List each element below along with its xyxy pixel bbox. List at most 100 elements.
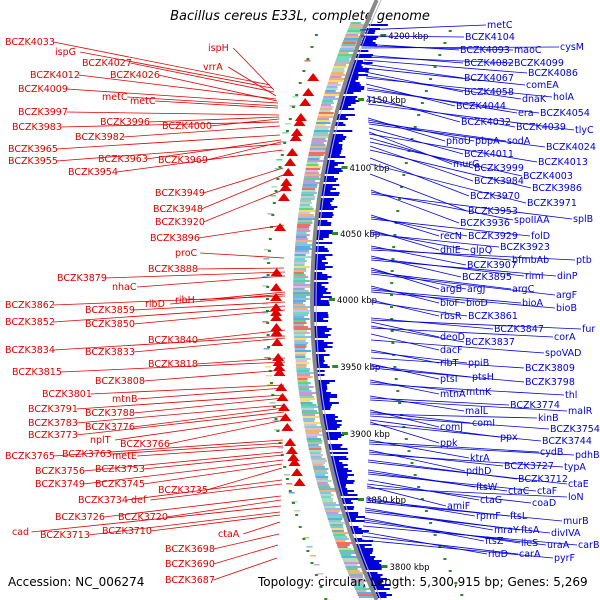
gene-label: BCZK3720 [118,512,168,523]
kbp-dot [391,258,394,260]
feature-stripe [310,148,327,150]
kbp-dot [429,78,432,80]
gene-label: BCZK3986 [532,183,582,194]
kbp-dot [460,594,463,596]
gene-label: BCZK4026 [110,70,160,81]
forward-gene-mark [312,314,328,316]
gene-label: metC [130,96,156,107]
forward-gene-mark [367,572,378,574]
forward-gene-mark [331,138,345,140]
gene-label: ftsW [476,482,498,493]
feature-stripe [319,112,334,114]
feature-stripe [297,224,310,226]
forward-gene-mark [330,456,347,458]
feature-stripe [293,280,310,282]
forward-gene-mark [369,24,388,26]
reverse-gene-mark [284,438,296,446]
feature-stripe [297,222,312,224]
feature-stripe [333,66,346,68]
forward-gene-mark [327,154,339,156]
feature-stripe [295,356,305,358]
gene-label: era [518,108,534,119]
forward-gene-mark [315,366,330,368]
feature-stripe [293,316,304,318]
feature-stripe [305,430,322,432]
feature-stripe [342,44,356,46]
feature-stripe [304,176,319,178]
feature-stripe [299,390,312,392]
feature-stripe [326,512,339,514]
feature-stripe [293,318,309,320]
gene-label: BCZK3999 [474,163,524,174]
gene-label: BCZK3713 [40,530,90,541]
leader-line [368,118,445,141]
forward-gene-mark [350,526,359,528]
forward-gene-mark [338,488,347,490]
gene-label: BCZK3965 [8,144,58,155]
gene-label: BCZK4000 [162,121,212,132]
feature-stripe [298,220,313,222]
kbp-label: 4050 kbp [340,230,380,240]
gene-label: deoD [440,332,465,343]
leader-line [371,350,439,363]
gene-label: bfmbAb [512,255,549,266]
feature-stripe [327,516,343,518]
feature-stripe [293,298,310,300]
gene-label: ftsA [521,525,540,536]
gene-label: corA [554,332,576,343]
feature-stripe [315,474,325,476]
kbp-dot [286,130,289,132]
feature-stripe [347,570,360,572]
forward-gene-mark [332,464,348,466]
accession-text: Accession: NC_006274 [8,575,144,589]
feature-stripe [294,260,307,262]
feature-stripe [325,510,340,512]
feature-stripe [294,510,300,512]
kbp-dot [421,102,424,104]
feature-stripe [295,348,306,350]
kbp-dot [398,198,401,200]
feature-stripe [263,258,269,260]
gene-label: BCZK4032 [461,117,511,128]
feature-stripe [329,522,345,524]
gene-label: coaD [532,498,556,509]
forward-gene-mark [348,78,358,80]
kbp-dot [398,402,401,404]
kbp-dot [283,466,286,468]
gene-label: BCZK4039 [516,122,566,133]
feature-stripe [308,154,323,156]
forward-gene-mark [317,216,332,218]
feature-stripe [293,308,308,310]
feature-stripe [296,240,312,242]
gene-label: folD [531,231,550,242]
feature-stripe [297,230,311,232]
feature-stripe [293,288,305,290]
gene-label: maoC [514,45,542,56]
gene-label: mtnB [112,394,138,405]
kbp-dot [306,58,309,60]
forward-gene-mark [318,206,337,208]
forward-gene-mark [314,248,328,250]
feature-stripe [295,350,311,352]
feature-stripe [342,556,358,558]
feature-stripe [276,159,282,161]
feature-stripe [345,36,361,38]
gene-label: bioF [440,298,460,309]
forward-gene-mark [331,462,342,464]
gene-label: nplT [90,435,111,446]
feature-stripe [335,540,345,542]
gene-label: BCZK4013 [538,157,588,168]
forward-gene-mark [323,178,338,180]
leader-line [363,526,577,545]
gene-label: ileS [521,538,538,549]
gene-label: BCZK4086 [528,68,578,79]
gene-label: BCZK3834 [5,345,55,356]
gene-label: pdhD [466,466,491,477]
feature-stripe [322,500,333,502]
gene-label: thl [565,390,577,401]
feature-stripe [270,402,276,404]
forward-gene-mark [332,466,344,468]
forward-gene-mark [335,124,346,126]
gene-label: BCZK3808 [95,376,145,387]
forward-gene-mark [312,296,332,298]
